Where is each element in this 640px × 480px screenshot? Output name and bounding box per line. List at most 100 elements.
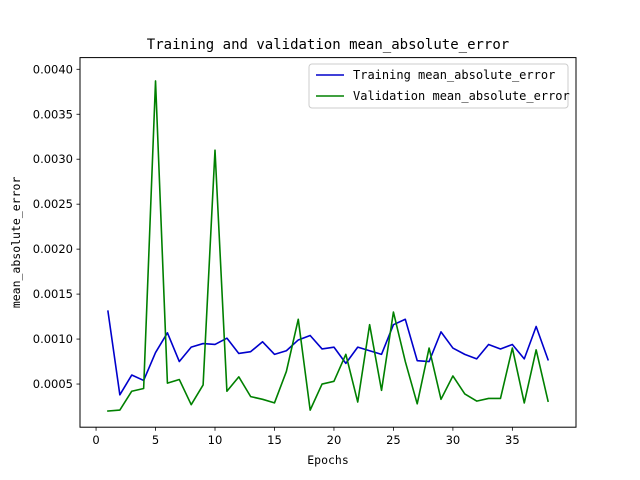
- data-point-0-1: [119, 394, 121, 396]
- data-point-1-30: [464, 393, 466, 395]
- data-point-1-14: [274, 402, 276, 404]
- data-point-0-2: [131, 374, 133, 376]
- data-point-0-22: [369, 350, 371, 352]
- y-tick-label: 0.0040: [33, 62, 73, 76]
- x-tick-label: 30: [446, 433, 461, 447]
- data-point-1-28: [440, 399, 442, 401]
- data-point-1-7: [190, 404, 192, 406]
- data-point-1-2: [131, 390, 133, 392]
- data-point-0-29: [452, 347, 454, 349]
- x-tick-label: 20: [327, 433, 342, 447]
- data-point-0-9: [214, 344, 216, 346]
- data-point-0-16: [297, 339, 299, 341]
- data-point-1-29: [452, 375, 454, 377]
- data-point-0-25: [405, 318, 407, 320]
- x-tick-label: 5: [152, 433, 159, 447]
- series-layer: [107, 80, 550, 412]
- data-point-0-6: [179, 361, 181, 363]
- data-point-1-26: [416, 403, 418, 405]
- data-point-0-30: [464, 354, 466, 356]
- data-point-1-16: [297, 318, 299, 320]
- data-point-0-28: [440, 331, 442, 333]
- data-point-1-20: [345, 354, 347, 356]
- x-axis-ticks: 0 5 10 15 20 25 30 35: [92, 427, 520, 447]
- series-line-1: [107, 80, 550, 412]
- x-tick-label: 25: [386, 433, 401, 447]
- data-point-0-13: [262, 341, 264, 343]
- data-point-1-37: [547, 400, 549, 402]
- x-axis-label: Epochs: [307, 453, 349, 467]
- data-point-0-37: [547, 359, 549, 361]
- data-point-1-22: [369, 324, 371, 326]
- chart-title: Training and validation mean_absolute_er…: [147, 37, 509, 53]
- data-point-1-24: [393, 311, 395, 313]
- data-point-1-5: [167, 382, 169, 384]
- data-point-0-4: [155, 352, 157, 354]
- data-point-0-20: [345, 363, 347, 365]
- data-point-0-8: [202, 343, 204, 345]
- data-point-0-24: [393, 324, 395, 326]
- data-point-0-14: [274, 354, 276, 356]
- data-point-0-5: [167, 332, 169, 334]
- data-point-1-33: [500, 398, 502, 400]
- data-point-0-15: [286, 350, 288, 352]
- y-tick-label: 0.0035: [33, 107, 73, 121]
- data-point-1-23: [381, 390, 383, 392]
- data-point-0-32: [488, 344, 490, 346]
- data-point-1-10: [226, 390, 228, 392]
- data-point-1-21: [357, 401, 359, 403]
- data-point-0-10: [226, 337, 228, 339]
- y-axis-ticks: 0.0005 0.0010 0.0015 0.0020 0.0025 0.0030 0.00…: [33, 62, 80, 391]
- legend-box: [308, 63, 569, 109]
- data-point-1-3: [143, 388, 145, 390]
- data-point-0-33: [500, 348, 502, 350]
- data-point-1-17: [309, 409, 311, 411]
- data-point-1-35: [523, 402, 525, 404]
- y-tick-label: 0.0020: [33, 242, 73, 256]
- legend-label-training: Training mean_absolute_error: [353, 68, 555, 82]
- data-point-1-19: [333, 381, 335, 383]
- data-point-0-19: [333, 346, 335, 348]
- data-point-1-27: [428, 347, 430, 349]
- data-point-1-36: [535, 349, 537, 351]
- y-axis-label: mean_absolute_error: [9, 177, 23, 309]
- data-point-0-11: [238, 353, 240, 355]
- x-tick-label: 35: [505, 433, 520, 447]
- data-point-1-13: [262, 399, 264, 401]
- data-point-0-17: [309, 335, 311, 337]
- plot-frame: [79, 57, 577, 428]
- y-tick-label: 0.0015: [33, 287, 73, 301]
- data-point-1-4: [155, 80, 157, 82]
- y-tick-label: 0.0030: [33, 152, 73, 166]
- data-point-0-12: [250, 351, 252, 353]
- data-point-1-8: [202, 384, 204, 386]
- data-point-1-31: [476, 400, 478, 402]
- data-point-0-31: [476, 358, 478, 360]
- x-tick-label: 10: [208, 433, 223, 447]
- data-point-0-27: [428, 361, 430, 363]
- data-point-1-15: [286, 371, 288, 373]
- data-point-1-9: [214, 149, 216, 151]
- data-point-1-11: [238, 376, 240, 378]
- data-point-0-0: [107, 310, 109, 312]
- data-point-0-34: [512, 344, 514, 346]
- data-point-0-23: [381, 354, 383, 356]
- legend-label-validation: Validation mean_absolute_error: [353, 89, 570, 103]
- data-point-1-1: [119, 409, 121, 411]
- y-tick-label: 0.0010: [33, 332, 73, 346]
- y-tick-label: 0.0025: [33, 197, 73, 211]
- data-point-0-26: [416, 360, 418, 362]
- data-point-1-32: [488, 398, 490, 400]
- data-point-0-21: [357, 346, 359, 348]
- data-point-1-12: [250, 396, 252, 398]
- data-point-0-7: [190, 346, 192, 348]
- data-point-1-34: [512, 347, 514, 349]
- legend: Training mean_absolute_error Validation …: [308, 63, 570, 109]
- data-point-1-6: [179, 379, 181, 381]
- data-point-0-35: [523, 358, 525, 360]
- x-tick-label: 15: [267, 433, 282, 447]
- data-point-0-18: [321, 348, 323, 350]
- data-point-1-18: [321, 383, 323, 385]
- series-line-0: [107, 310, 550, 396]
